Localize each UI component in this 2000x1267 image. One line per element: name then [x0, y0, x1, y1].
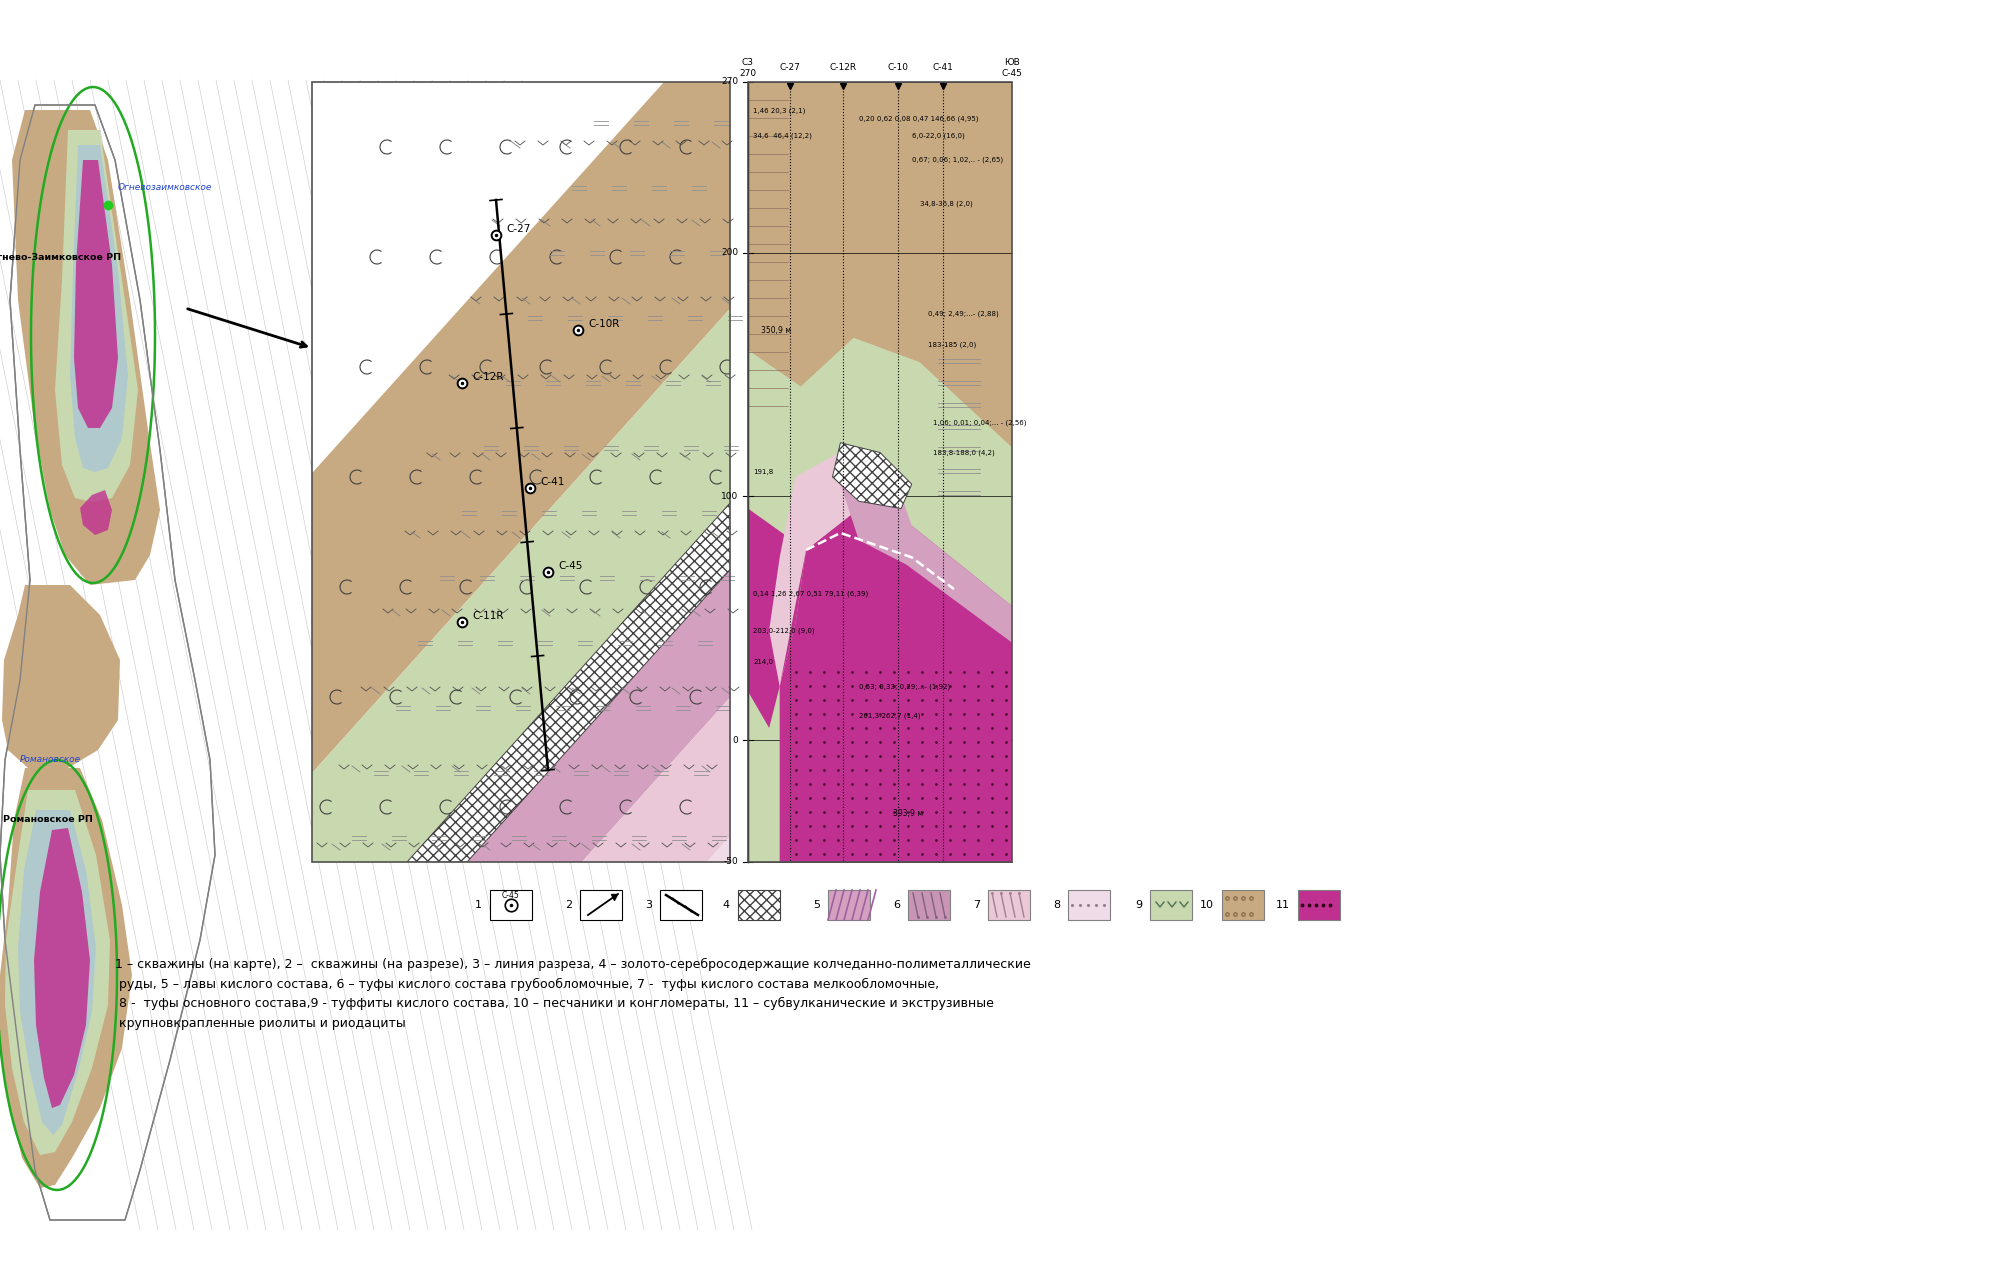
Text: C-10: C-10	[888, 63, 908, 72]
Polygon shape	[74, 160, 118, 428]
Text: 1 – скважины (на карте), 2 –  скважины (на разрезе), 3 – линия разреза, 4 – золо: 1 – скважины (на карте), 2 – скважины (н…	[116, 958, 1030, 1030]
Polygon shape	[770, 447, 912, 687]
Polygon shape	[748, 82, 1012, 447]
Bar	[828, 889, 870, 920]
Text: C-11R: C-11R	[472, 611, 504, 621]
Polygon shape	[780, 508, 1012, 862]
Polygon shape	[18, 810, 96, 1135]
Polygon shape	[408, 82, 1168, 862]
Text: 34,8-36,8 (2,0): 34,8-36,8 (2,0)	[920, 200, 972, 207]
Polygon shape	[468, 82, 1284, 862]
Bar	[1222, 889, 1264, 920]
Polygon shape	[708, 82, 1504, 862]
Bar	[748, 82, 1012, 862]
Text: Романовское: Романовское	[20, 755, 80, 764]
Polygon shape	[0, 105, 216, 1220]
Text: 0: 0	[732, 736, 738, 745]
Polygon shape	[12, 110, 160, 585]
Text: -50: -50	[724, 858, 738, 867]
Bar	[1068, 889, 1110, 920]
Text: C-27: C-27	[780, 63, 800, 72]
Text: 3: 3	[644, 900, 652, 910]
Polygon shape	[2, 585, 120, 768]
Polygon shape	[0, 768, 132, 1188]
Polygon shape	[4, 791, 110, 1156]
Polygon shape	[70, 144, 128, 473]
Text: C-12R: C-12R	[830, 63, 856, 72]
Polygon shape	[34, 829, 90, 1109]
Polygon shape	[832, 442, 912, 508]
Text: 34,6  46,4 (12,2): 34,6 46,4 (12,2)	[754, 132, 812, 139]
Polygon shape	[748, 338, 1012, 606]
Text: 100: 100	[720, 492, 738, 500]
Text: 183,8-188,0 (4,2): 183,8-188,0 (4,2)	[932, 450, 994, 456]
Polygon shape	[232, 82, 1108, 862]
Polygon shape	[748, 508, 806, 729]
Text: 9: 9	[1134, 900, 1142, 910]
Text: C-45: C-45	[502, 892, 520, 901]
Text: 6,0-22,0 (16,0): 6,0-22,0 (16,0)	[912, 132, 964, 139]
Bar	[1150, 889, 1192, 920]
Text: 7: 7	[972, 900, 980, 910]
Text: 0,20 0,62 0,08 0,47 146,66 (4,95): 0,20 0,62 0,08 0,47 146,66 (4,95)	[858, 115, 978, 122]
Polygon shape	[56, 131, 138, 502]
Text: 4: 4	[722, 900, 730, 910]
Text: 393,9 м: 393,9 м	[894, 808, 924, 817]
Text: Романовское РП: Романовское РП	[4, 816, 92, 825]
Text: 270: 270	[720, 77, 738, 86]
Text: C-10R: C-10R	[588, 319, 620, 329]
Bar	[1298, 889, 1340, 920]
Polygon shape	[582, 82, 1408, 862]
Text: 261,3-262,7 (1,4): 261,3-262,7 (1,4)	[858, 712, 920, 718]
Bar	[748, 82, 1012, 862]
Text: 214,0: 214,0	[754, 659, 774, 665]
Bar	[748, 82, 1012, 862]
Bar	[738, 889, 780, 920]
Polygon shape	[0, 82, 934, 862]
Bar	[312, 82, 730, 862]
Text: 203,0-212,0 (9,0): 203,0-212,0 (9,0)	[754, 627, 814, 634]
Text: 183-185 (2,0): 183-185 (2,0)	[928, 342, 976, 348]
Bar	[660, 889, 702, 920]
Polygon shape	[840, 447, 1012, 642]
Text: 350,9 м: 350,9 м	[762, 326, 792, 336]
Text: 0,53; 0,33; 0,29;...- (1,92): 0,53; 0,33; 0,29;...- (1,92)	[858, 683, 950, 689]
Bar	[312, 82, 730, 862]
Text: C-45: C-45	[558, 561, 582, 571]
Text: 5: 5	[812, 900, 820, 910]
Text: C-41: C-41	[932, 63, 954, 72]
Text: 0,49; 2,49;...- (2,88): 0,49; 2,49;...- (2,88)	[928, 310, 998, 317]
Text: C-41: C-41	[540, 476, 564, 487]
Text: Огневозаимковское: Огневозаимковское	[118, 184, 212, 193]
Text: 200: 200	[720, 248, 738, 257]
Text: 1,46 20,3 (2,1): 1,46 20,3 (2,1)	[754, 108, 806, 114]
Text: C-27: C-27	[506, 224, 530, 234]
Text: 0,67; 0,06; 1,02,.. - (2,65): 0,67; 0,06; 1,02,.. - (2,65)	[912, 157, 1002, 163]
Text: 191,8: 191,8	[754, 469, 774, 475]
Text: 1,06; 0,01; 0,04;... - (2,56): 1,06; 0,01; 0,04;... - (2,56)	[932, 419, 1026, 427]
Polygon shape	[802, 82, 1814, 862]
Text: ЮВ
C-45: ЮВ C-45	[1002, 58, 1022, 77]
Text: 1: 1	[476, 900, 482, 910]
Bar	[988, 889, 1030, 920]
Text: C-12R: C-12R	[472, 372, 504, 381]
Text: 10: 10	[1200, 900, 1214, 910]
Text: 2: 2	[564, 900, 572, 910]
Polygon shape	[80, 490, 112, 535]
Text: 6: 6	[892, 900, 900, 910]
Text: 8: 8	[1052, 900, 1060, 910]
Text: 11: 11	[1276, 900, 1290, 910]
Bar	[490, 889, 532, 920]
Bar	[580, 889, 622, 920]
Text: 0,14 1,26 2,67 0,51 79,11 (6,39): 0,14 1,26 2,67 0,51 79,11 (6,39)	[754, 590, 868, 597]
Text: С3
270: С3 270	[740, 58, 756, 77]
Bar	[908, 889, 950, 920]
Text: Огнево-Заимковское РП: Огнево-Заимковское РП	[0, 253, 122, 262]
